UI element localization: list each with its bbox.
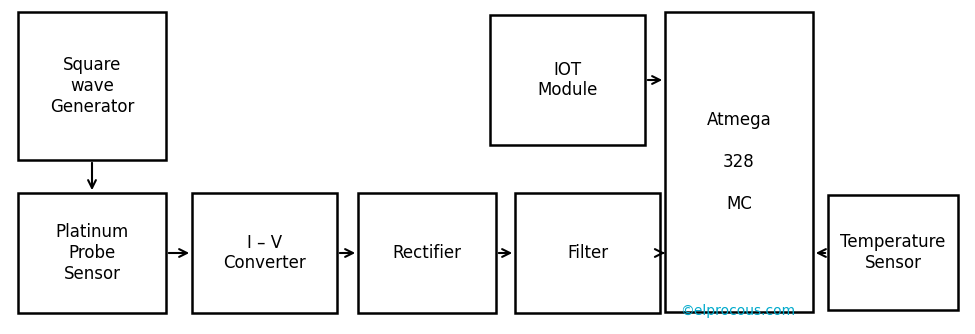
Bar [515, 193, 660, 313]
Text: Filter: Filter [566, 244, 608, 262]
Text: Square
wave
Generator: Square wave Generator [50, 56, 135, 116]
Text: Atmega

328

MC: Atmega 328 MC [707, 112, 771, 213]
Bar [490, 15, 645, 145]
Bar [18, 193, 166, 313]
Text: Rectifier: Rectifier [393, 244, 461, 262]
Text: I – V
Converter: I – V Converter [223, 233, 306, 273]
Text: IOT
Module: IOT Module [537, 60, 598, 100]
Text: Temperature
Sensor: Temperature Sensor [840, 233, 946, 272]
Bar [18, 12, 166, 160]
Bar [665, 12, 813, 312]
Text: Platinum
Probe
Sensor: Platinum Probe Sensor [56, 223, 129, 283]
Bar [358, 193, 496, 313]
Bar [828, 195, 958, 310]
Bar [192, 193, 337, 313]
Text: ©elprocous.com: ©elprocous.com [680, 304, 796, 318]
